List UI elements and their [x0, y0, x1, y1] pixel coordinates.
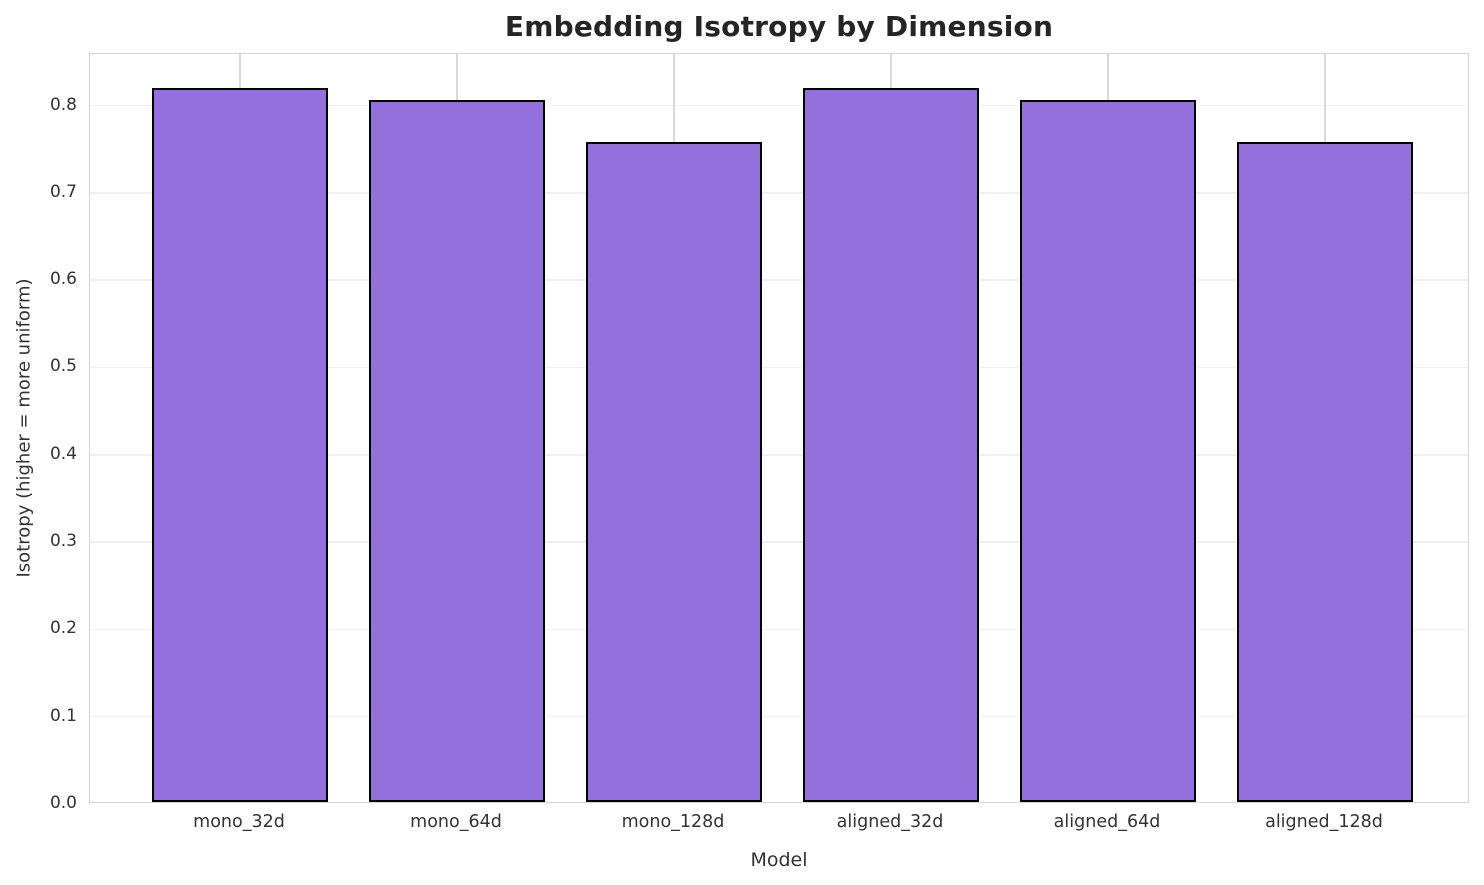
x-tick-label-aligned_64d: aligned_64d: [1053, 812, 1161, 832]
bar-aligned_64d: [1020, 100, 1196, 802]
bar-mono_128d: [586, 141, 762, 802]
x-tick-label-aligned_128d: aligned_128d: [1265, 812, 1383, 832]
y-tick-label-0.8: 0.8: [49, 94, 77, 115]
x-tick-label-mono_128d: mono_128d: [621, 812, 725, 832]
y-tick-label-0.6: 0.6: [49, 269, 77, 290]
x-tick-label-mono_64d: mono_64d: [410, 812, 502, 832]
y-tick-label-0.4: 0.4: [49, 443, 77, 464]
gridline-y-0.4: [90, 453, 1468, 456]
x-axis-label: Model: [750, 849, 808, 871]
y-tick-label-0.3: 0.3: [49, 531, 77, 552]
y-tick-label-0.0: 0.0: [49, 793, 77, 813]
y-tick-label-0.7: 0.7: [49, 181, 77, 202]
bar-aligned_32d: [803, 87, 979, 802]
bar-mono_64d: [369, 100, 545, 802]
gridline-y-0.3: [90, 541, 1468, 543]
x-tick-label-aligned_32d: aligned_32d: [836, 812, 944, 832]
bar-mono_32d: [152, 87, 328, 802]
plot-area: [89, 53, 1469, 803]
gridline-y-0.2: [90, 628, 1468, 631]
x-tick-label-mono_32d: mono_32d: [193, 812, 285, 832]
chart-title: Embedding Isotropy by Dimension: [504, 10, 1054, 43]
y-tick-label-0.2: 0.2: [49, 618, 77, 639]
y-tick-label-0.1: 0.1: [49, 705, 77, 726]
gridline-y-0.6: [90, 279, 1468, 281]
y-tick-label-0.5: 0.5: [49, 356, 77, 377]
gridline-y-0.5: [90, 366, 1468, 369]
gridline-y-0.1: [90, 715, 1468, 718]
bar-aligned_128d: [1237, 141, 1413, 802]
gridline-y-0.8: [90, 104, 1468, 107]
gridline-y-0.7: [90, 192, 1468, 194]
